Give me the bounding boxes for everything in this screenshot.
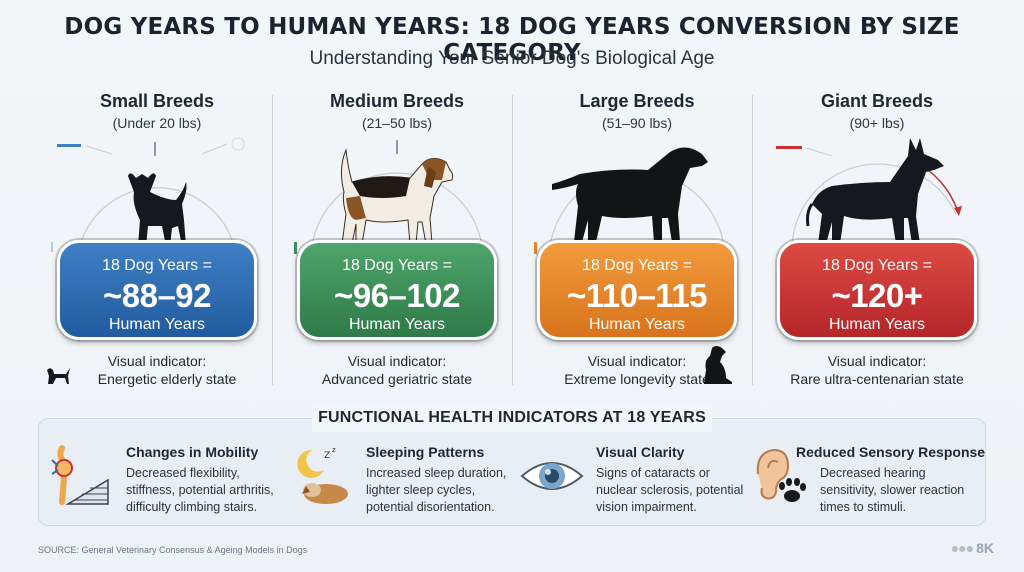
health-item-description: Decreased hearing sensitivity, slower re… — [820, 466, 965, 514]
page-title: DOG YEARS TO HUMAN YEARS: 18 DOG YEARS C… — [64, 14, 960, 66]
visual-indicator-label: Visual indicator: — [587, 353, 687, 369]
breed-weight-range: (21–50 lbs) — [361, 115, 433, 131]
beagle-icon — [294, 140, 483, 254]
labrador-icon — [534, 147, 725, 254]
visual-indicator-label: Visual indicator: — [827, 353, 927, 369]
svg-text:Z: Z — [324, 451, 330, 461]
health-item-description: Increased sleep duration, lighter sleep … — [366, 466, 507, 514]
breed-weight-range: (90+ lbs) — [849, 115, 905, 131]
column-divider — [512, 95, 513, 385]
sitting-dog-icon — [704, 346, 732, 384]
dog-years-label: 18 Dog Years = — [102, 257, 212, 274]
human-years-value: ~88–92 — [102, 277, 212, 314]
breed-card-medium: Medium Breeds (21–50 lbs) 18 Dog Years =… — [282, 88, 512, 388]
health-item-title: Sleeping Patterns — [366, 444, 485, 460]
visual-indicator: Visual indicator: Energetic elderly stat… — [42, 352, 272, 388]
human-years-value: ~110–115 — [566, 277, 708, 314]
source-note: SOURCE: General Veterinary Consensus & A… — [38, 545, 308, 555]
visual-indicator-label: Visual indicator: — [347, 353, 447, 369]
page-subtitle: Understanding Your Senior Dog's Biologic… — [309, 48, 715, 69]
breed-name: Small Breeds — [99, 91, 215, 111]
breed-card-small: Small Breeds (Under 20 lbs) 18 Dog Years… — [42, 88, 272, 388]
dog-years-label: 18 Dog Years = — [342, 257, 452, 274]
breed-name: Medium Breeds — [329, 91, 465, 111]
ear-paw-icon — [756, 448, 806, 502]
health-item-description: Decreased flexibility, stiffness, potent… — [126, 466, 274, 514]
visual-indicator: Visual indicator: Rare ultra-centenarian… — [762, 352, 992, 388]
breed-name: Large Breeds — [579, 91, 695, 111]
column-divider — [752, 95, 753, 385]
breed-card-large: Large Breeds (51–90 lbs) 18 Dog Years = … — [522, 88, 752, 388]
conversion-badge: 18 Dog Years = ~120+ Human Years — [777, 240, 977, 340]
great-dane-icon — [776, 138, 962, 247]
breed-weight-range: (51–90 lbs) — [601, 115, 673, 131]
conversion-badge: 18 Dog Years = ~110–115 Human Years — [537, 240, 737, 340]
human-years-label: Human Years — [828, 316, 926, 333]
health-item-mobility: Changes in Mobility Decreased flexibilit… — [48, 440, 278, 520]
visual-indicator-text: Advanced geriatric state — [321, 371, 473, 387]
conversion-badge: 18 Dog Years = ~88–92 Human Years — [57, 240, 257, 340]
visual-indicator: Visual indicator: Extreme longevity stat… — [522, 352, 752, 388]
dog-years-label: 18 Dog Years = — [822, 257, 932, 274]
chihuahua-icon — [51, 137, 245, 252]
svg-text:z: z — [332, 446, 336, 454]
breed-weight-range: (Under 20 lbs) — [112, 115, 202, 131]
small-dog-icon — [47, 368, 70, 384]
human-years-value: ~96–102 — [334, 277, 460, 314]
human-years-label: Human Years — [588, 316, 686, 333]
column-divider — [272, 95, 273, 385]
health-item-title: Visual Clarity — [596, 444, 685, 460]
dots-icon: ●●● — [950, 540, 974, 556]
visual-indicator: Visual indicator: Advanced geriatric sta… — [282, 352, 512, 388]
breed-name: Giant Breeds — [820, 91, 934, 111]
health-item-sensory: Reduced Sensory Response Decreased heari… — [748, 440, 985, 520]
health-item-visual: Visual Clarity Signs of cataracts or nuc… — [520, 440, 750, 520]
dog-years-label: 18 Dog Years = — [582, 257, 692, 274]
health-item-title: Reduced Sensory Response — [796, 444, 986, 460]
eye-icon — [520, 462, 584, 490]
visual-indicator-text: Extreme longevity state — [564, 371, 710, 387]
visual-indicator-label: Visual indicator: — [107, 353, 207, 369]
visual-indicator-text: Energetic elderly state — [97, 371, 237, 387]
health-item-title: Changes in Mobility — [126, 444, 259, 460]
human-years-label: Human Years — [108, 316, 206, 333]
sleeping-dog-icon: Z z — [297, 446, 348, 504]
breed-card-giant: Giant Breeds (90+ lbs) 18 Dog Years = ~1… — [762, 88, 992, 388]
functional-health-title: FUNCTIONAL HEALTH INDICATORS AT 18 YEARS — [312, 404, 712, 432]
visual-indicator-text: Rare ultra-centenarian state — [790, 371, 964, 387]
health-item-description: Signs of cataracts or nuclear sclerosis,… — [596, 466, 744, 514]
human-years-label: Human Years — [348, 316, 446, 333]
health-item-sleeping: Z z Sleeping Patterns Increased sleep du… — [290, 440, 510, 520]
logo: ●●● 8K — [950, 540, 994, 556]
human-years-value: ~120+ — [831, 277, 923, 314]
joint-stairs-icon — [51, 445, 109, 505]
conversion-badge: 18 Dog Years = ~96–102 Human Years — [297, 240, 497, 340]
